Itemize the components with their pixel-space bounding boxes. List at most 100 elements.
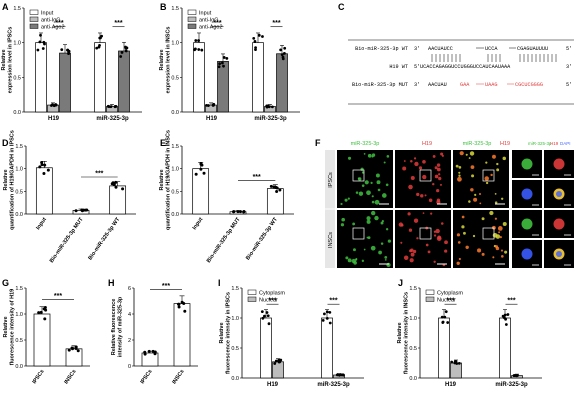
y-axis-label-line: Relative (1, 49, 7, 70)
data-point (265, 311, 269, 314)
cell-signal (425, 243, 429, 247)
category-label: H19 (445, 382, 457, 388)
zoom-box (482, 227, 495, 240)
bar (266, 188, 284, 215)
data-point (124, 49, 128, 53)
data-point (260, 310, 264, 313)
cell-signal (370, 245, 376, 251)
cell-signal (477, 248, 482, 253)
wt-seq-a: AACUAUCC (428, 46, 453, 52)
cell-signal (340, 202, 343, 206)
cell-signal (413, 218, 419, 223)
data-point (273, 362, 277, 365)
data-point (39, 310, 43, 314)
data-point (275, 190, 279, 194)
bar (321, 317, 333, 379)
data-point (325, 316, 329, 320)
cell-signal (427, 250, 431, 254)
data-point (217, 65, 221, 69)
panel-letter-h: H (108, 278, 115, 288)
legend-swatch (247, 296, 257, 302)
category-label: miR-325-3p (254, 116, 287, 122)
cell-signal (444, 249, 448, 253)
bar (118, 50, 130, 113)
data-point (455, 362, 459, 365)
y-axis-label-line: Relative (219, 322, 225, 343)
data-point (503, 313, 507, 317)
data-point (151, 349, 155, 353)
data-point (70, 346, 74, 350)
cell-signal (468, 157, 471, 159)
cell-signal (366, 219, 371, 224)
data-point (197, 39, 200, 42)
bar (438, 317, 450, 379)
wt-mirna-label: Bio-miR-325-3p WT (355, 46, 408, 52)
cell-signal (502, 221, 507, 226)
legend-swatch (29, 9, 39, 15)
cell-signal (340, 223, 345, 227)
data-point (67, 348, 71, 352)
legend-label: Cytoplasm (259, 290, 285, 296)
panel-letter-c: C (338, 2, 345, 12)
data-point (43, 306, 47, 310)
data-point (114, 185, 118, 189)
data-point (280, 53, 284, 57)
data-point (211, 103, 215, 106)
cell-signal (420, 194, 424, 198)
data-point (274, 359, 278, 363)
data-point (66, 48, 70, 52)
cell-signal (494, 201, 498, 204)
y-tick-label: 1.5 (15, 144, 23, 150)
data-point (40, 160, 44, 164)
significance-mark: *** (114, 20, 122, 27)
bar (193, 42, 205, 113)
data-point (41, 47, 45, 50)
bar (499, 317, 511, 379)
row-label-ipscs: IPSCs (328, 172, 334, 188)
data-point (177, 305, 181, 309)
data-point (120, 51, 124, 54)
y-axis-label: Relativefluorescence intensity in IPSCs (219, 292, 232, 374)
zoom-box (352, 169, 365, 182)
legend-label: anti-IgG (41, 17, 61, 23)
significance-mark: *** (329, 298, 337, 305)
legend-swatch (425, 289, 435, 295)
y-axis-label-line: Relative fluorescence (111, 299, 117, 356)
category-label: IPSCs (32, 369, 46, 385)
fluorescence-montage: miR-325-3p H19 miR-325-3p H19 miR-325-3p… (325, 141, 574, 268)
cell-signal (400, 241, 403, 244)
data-point (42, 40, 46, 44)
col-header-red: H19 (422, 141, 432, 147)
significance-mark: *** (162, 283, 170, 290)
cell-signal (465, 245, 469, 250)
cell-signal (371, 200, 375, 204)
cell-signal (424, 194, 427, 197)
data-point (441, 320, 445, 324)
y-tick-label: 1.0 (171, 167, 179, 173)
cell-signal (381, 193, 387, 198)
data-point (253, 39, 257, 43)
data-point (443, 315, 447, 319)
y-axis-label-line: fluorescence intensity in IPSCs (226, 292, 232, 374)
mut-seq-d: CGCUCGGGG (515, 82, 543, 88)
panel-letter-i: I (218, 278, 221, 288)
cell-signal (357, 177, 362, 181)
y-axis-label-line: quantification of H19/GAPDH in IPSCs (10, 130, 16, 230)
cell-signal (353, 248, 356, 252)
cell-signal (380, 242, 384, 245)
y-tick-label: 0.5 (231, 346, 239, 352)
cell-signal (355, 191, 359, 194)
data-point (269, 184, 273, 188)
wt-seq-c: CGAGUAUUUU (517, 46, 548, 52)
data-point (200, 48, 204, 52)
cell-signal (472, 234, 476, 238)
detail-cell (521, 188, 533, 200)
cell-signal (440, 222, 444, 225)
data-point (194, 172, 198, 176)
cell-signal (433, 260, 436, 263)
data-point (232, 210, 236, 214)
data-point (183, 309, 187, 313)
cell-signal (434, 174, 439, 179)
cell-signal (375, 173, 380, 178)
